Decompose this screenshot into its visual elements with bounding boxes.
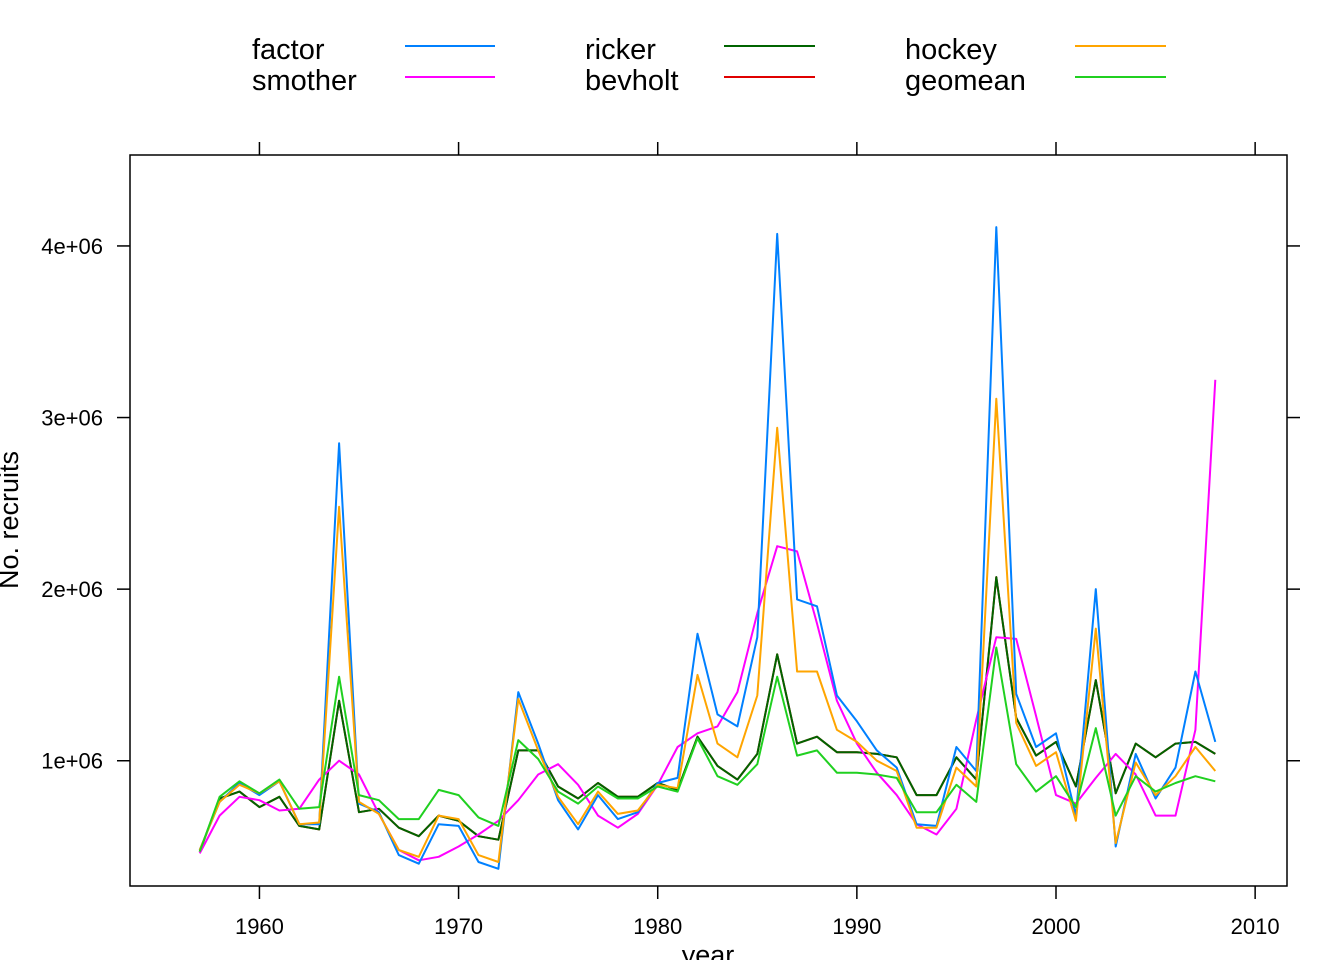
series-line-hockey [198, 397, 1217, 863]
legend-label-smother: smother [252, 65, 357, 97]
legend-label-geomean: geomean [905, 65, 1026, 97]
x-tick-label: 1970 [434, 914, 483, 939]
plot-frame [129, 154, 1288, 887]
series-lines [198, 226, 1217, 870]
y-tick-label: 1e+06 [41, 749, 103, 774]
legend-label-bevholt: bevholt [585, 65, 679, 97]
series-line-smother [198, 379, 1217, 862]
x-axis: 1960 1970 1980 1990 2000 2010 [235, 142, 1280, 939]
y-axis-title: No. recruits [0, 451, 24, 589]
x-axis-title: year [682, 940, 735, 960]
legend-label-factor: factor [252, 34, 325, 66]
x-tick-label: 1960 [235, 914, 284, 939]
x-tick-label: 1990 [832, 914, 881, 939]
legend-label-ricker: ricker [585, 34, 656, 66]
series-line-ricker [198, 576, 1216, 853]
series-line-bevholt [198, 576, 1216, 853]
y-axis: 1e+06 2e+06 3e+06 4e+06 [41, 234, 1300, 774]
x-tick-label: 1980 [633, 914, 682, 939]
legend-label-hockey: hockey [905, 34, 997, 66]
y-tick-label: 4e+06 [41, 234, 103, 259]
x-tick-label: 2010 [1231, 914, 1280, 939]
series-line-geomean [198, 646, 1216, 853]
y-tick-label: 3e+06 [41, 406, 103, 431]
x-tick-label: 2000 [1032, 914, 1081, 939]
y-tick-label: 2e+06 [41, 577, 103, 602]
